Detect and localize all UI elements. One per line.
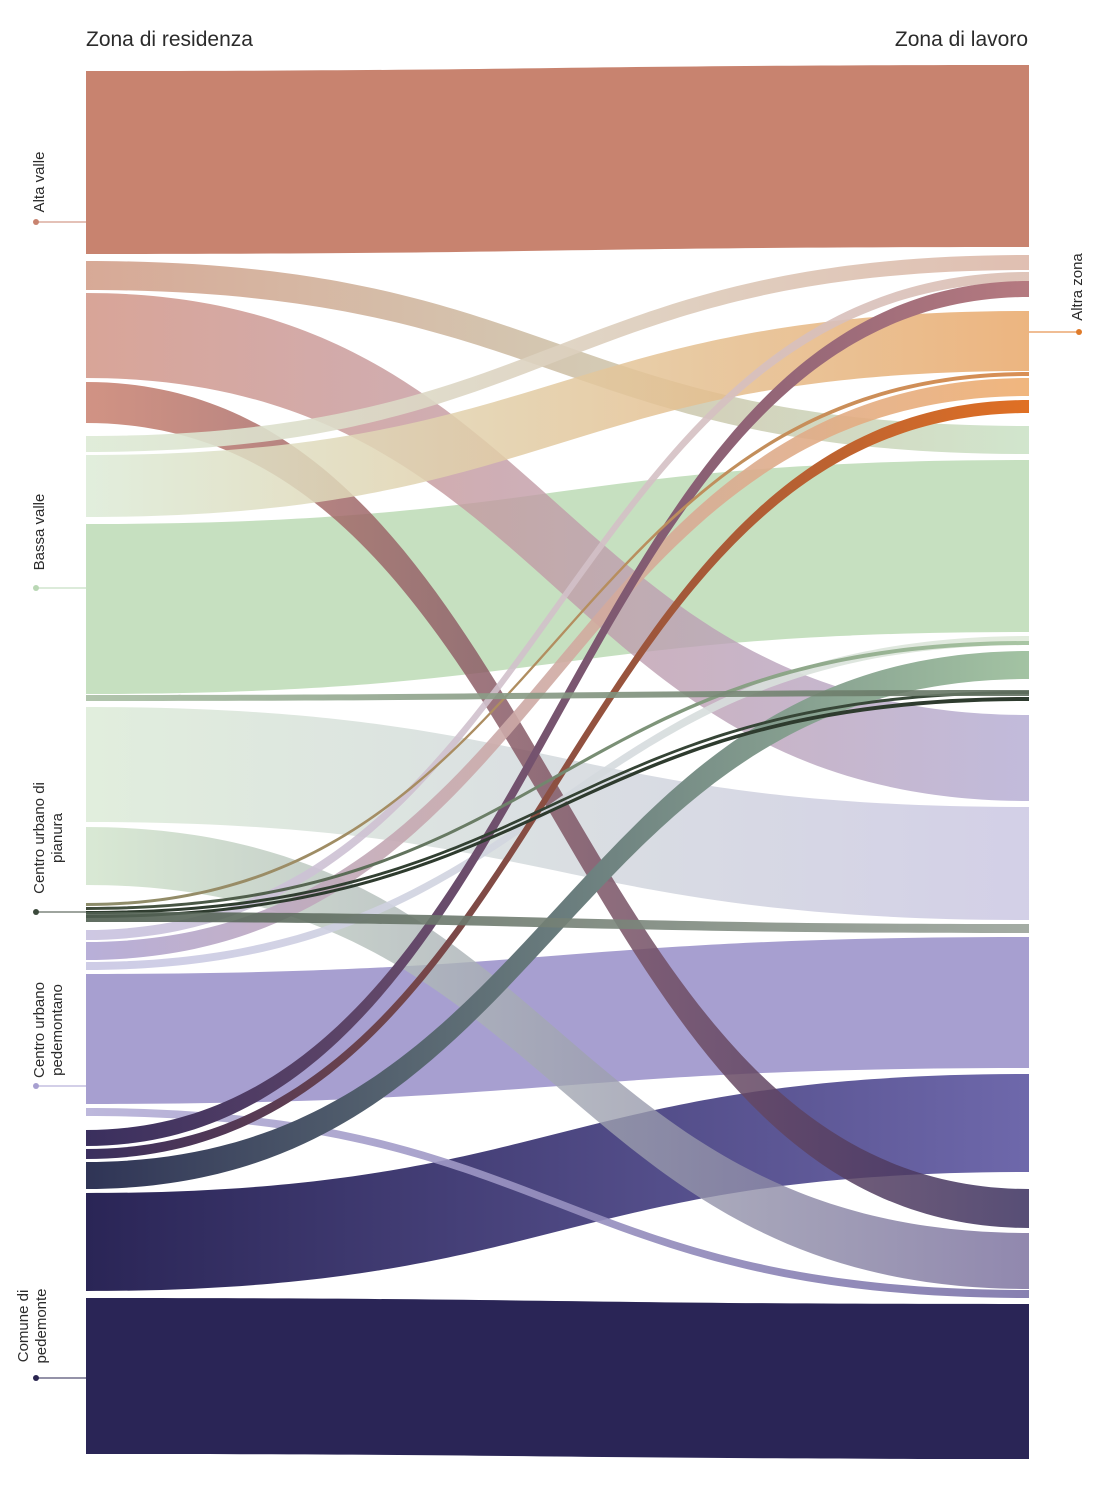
- node-label: Alta valle: [31, 152, 48, 213]
- node-dot: [33, 1375, 39, 1381]
- node-dot: [33, 219, 39, 225]
- flow-centro-pedemontano-to-centro-pedemontano: [86, 937, 1029, 1104]
- flow-comune-pedemonte-to-alta-valle: [86, 281, 1029, 1146]
- node-dot: [1076, 329, 1082, 335]
- flow-comune-pedemonte-to-comune-pedemonte: [86, 1298, 1029, 1459]
- node-dot: [33, 585, 39, 591]
- flow-bassa-valle-to-comune-pedemonte: [86, 827, 1029, 1289]
- flow-centro-pedemontano-to-altra-zona: [86, 378, 1029, 960]
- node-label: Centro urbano di: [31, 782, 48, 894]
- flow-centro-pianura-to-altra-zona: [86, 372, 1029, 906]
- flow-centro-pianura-to-bassa-valle-a: [86, 641, 1029, 910]
- residence-zone-header: Zona di residenza: [86, 28, 253, 51]
- flow-alta-valle-to-alta-valle: [86, 65, 1029, 254]
- left-node-comune_pedemonte: Comune di pedemonte: [15, 1288, 86, 1381]
- left-node-bassa_valle: Bassa valle: [31, 494, 86, 591]
- flow-centro-pedemontano-to-alta-valle-a: [86, 272, 1029, 940]
- node-label: pedemontano: [49, 984, 66, 1076]
- right-node-altra_zona: Altra zona: [1029, 253, 1086, 335]
- left-node-centro_pedemontano: Centro urbano pedemontano: [31, 982, 86, 1089]
- node-dot: [33, 1083, 39, 1089]
- left-node-centro_pianura: Centro urbano di pianura: [31, 782, 86, 915]
- flow-bassa-valle-to-altra-zona: [86, 311, 1029, 517]
- node-labels: Alta valle Bassa valle Centro urbano di pia…: [15, 152, 1086, 1381]
- flow-bassa-valle-to-alta-valle: [86, 255, 1029, 452]
- sankey-flows: [86, 65, 1029, 1459]
- node-label: Comune di: [15, 1290, 32, 1363]
- flow-centro-pianura-to-centro-pedemontano: [86, 912, 1029, 933]
- left-node-alta_valle: Alta valle: [31, 152, 86, 225]
- flow-bassa-valle-to-centro-pianura: [86, 690, 1029, 701]
- node-label: pianura: [49, 812, 66, 863]
- flow-comune-pedemonte-to-altra-zona: [86, 400, 1029, 1159]
- flow-centro-pedemontano-to-comune-pedemonte: [86, 1108, 1029, 1298]
- node-label: pedemonte: [33, 1288, 50, 1363]
- node-dot: [33, 909, 39, 915]
- node-label: Altra zona: [1069, 253, 1086, 321]
- flow-centro-pianura-to-bassa-valle-b: [86, 697, 1029, 918]
- node-label: Centro urbano: [31, 982, 48, 1078]
- work-zone-header: Zona di lavoro: [894, 28, 1028, 51]
- flow-centro-pianura-to-centro-pianura: [86, 691, 1029, 914]
- node-label: Bassa valle: [31, 494, 48, 571]
